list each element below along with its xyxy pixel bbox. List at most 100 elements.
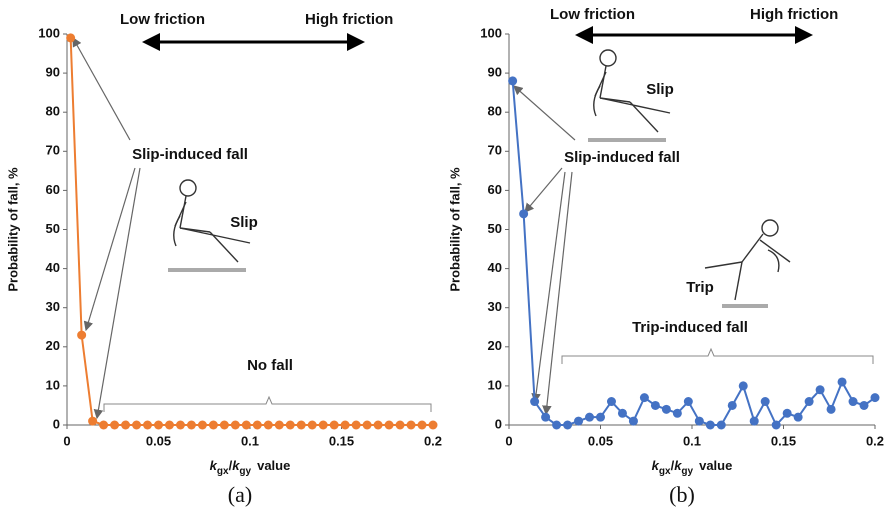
marker: [77, 330, 87, 340]
y-tick-label: 50: [488, 221, 502, 236]
y-tick-label: 60: [46, 182, 60, 197]
marker: [826, 404, 836, 414]
y-tick-label: 90: [488, 65, 502, 80]
x-label-part: k: [674, 458, 682, 473]
marker: [716, 420, 726, 430]
y-tick-label: 30: [46, 299, 60, 314]
x-label-part: value: [699, 458, 732, 473]
marker: [66, 33, 76, 43]
y-axis-label: Probability of fall, %: [5, 167, 20, 292]
y-tick-label: 10: [488, 377, 502, 392]
marker: [848, 397, 858, 407]
marker: [263, 420, 273, 430]
trip-figure: [704, 219, 791, 308]
brace: [103, 395, 432, 412]
y-tick-label: 40: [46, 260, 60, 275]
marker: [683, 397, 693, 407]
marker: [508, 76, 518, 86]
marker: [175, 420, 185, 430]
x-tick-label: 0: [63, 433, 70, 448]
marker: [574, 416, 584, 426]
marker: [661, 404, 671, 414]
marker: [121, 420, 131, 430]
annotation: Slip: [230, 214, 258, 231]
marker: [274, 420, 284, 430]
marker: [252, 420, 262, 430]
marker: [318, 420, 328, 430]
x-tick-label: 0.15: [329, 433, 354, 448]
marker: [617, 408, 627, 418]
marker: [771, 420, 781, 430]
marker: [296, 420, 306, 430]
marker: [815, 385, 825, 395]
marker: [596, 412, 605, 422]
y-tick-label: 0: [53, 416, 60, 431]
x-label-part: /: [671, 458, 675, 473]
line: [69, 37, 433, 426]
marker: [230, 420, 240, 430]
x-label-part: gx: [217, 466, 229, 477]
y-tick-label: 90: [46, 65, 60, 80]
marker: [241, 420, 251, 430]
marker: [541, 412, 551, 422]
y-tick-label: 50: [46, 221, 60, 236]
marker: [859, 400, 869, 410]
annotation: High friction: [750, 6, 838, 23]
marker: [373, 420, 383, 430]
marker: [727, 400, 737, 410]
annotation: Trip-induced fall: [632, 319, 748, 336]
annotation: No fall: [247, 357, 293, 374]
annotation: Low friction: [550, 6, 635, 23]
marker: [585, 412, 595, 422]
x-label-part: value: [257, 458, 290, 473]
marker: [88, 416, 98, 426]
x-axis-label: kgx/kgy value: [652, 458, 733, 476]
marker: [738, 381, 748, 391]
marker: [804, 397, 814, 407]
marker: [186, 420, 196, 430]
marker: [219, 420, 229, 430]
y-tick-label: 70: [46, 143, 60, 158]
marker: [870, 393, 880, 403]
x-label-part: k: [210, 458, 218, 473]
slip-figure: [168, 179, 251, 272]
marker: [428, 420, 438, 430]
x-tick-label: 0: [505, 433, 512, 448]
y-tick-label: 100: [38, 25, 60, 40]
y-tick-label: 80: [488, 104, 502, 119]
x-tick-label: 0.1: [241, 433, 259, 448]
marker: [143, 420, 153, 430]
x-tick-label: 0.2: [866, 433, 884, 448]
marker: [552, 420, 562, 430]
marker: [793, 412, 803, 422]
marker: [351, 420, 361, 430]
marker: [384, 420, 394, 430]
marker: [760, 397, 770, 407]
marker: [154, 420, 163, 430]
y-tick-label: 20: [46, 338, 60, 353]
marker: [782, 408, 792, 418]
x-label-part: k: [652, 458, 660, 473]
marker: [563, 420, 573, 430]
y-tick-label: 100: [480, 25, 502, 40]
caption: (a): [228, 482, 252, 507]
annotation: High friction: [305, 11, 393, 28]
slip-figure: [588, 49, 671, 142]
annotation: Slip: [646, 81, 674, 98]
y-tick-label: 80: [46, 104, 60, 119]
marker: [340, 420, 350, 430]
annotation: Trip: [686, 279, 714, 296]
y-tick-label: 60: [488, 182, 502, 197]
marker: [406, 420, 416, 430]
x-tick-label: 0.2: [424, 433, 442, 448]
marker: [285, 420, 295, 430]
x-label-part: gy: [239, 466, 251, 477]
marker: [749, 416, 759, 426]
caption: (b): [669, 482, 695, 507]
x-label-part: /: [229, 458, 233, 473]
marker: [417, 420, 427, 430]
annotation-arrows: [72, 36, 576, 420]
marker: [606, 397, 616, 407]
marker: [329, 420, 339, 430]
